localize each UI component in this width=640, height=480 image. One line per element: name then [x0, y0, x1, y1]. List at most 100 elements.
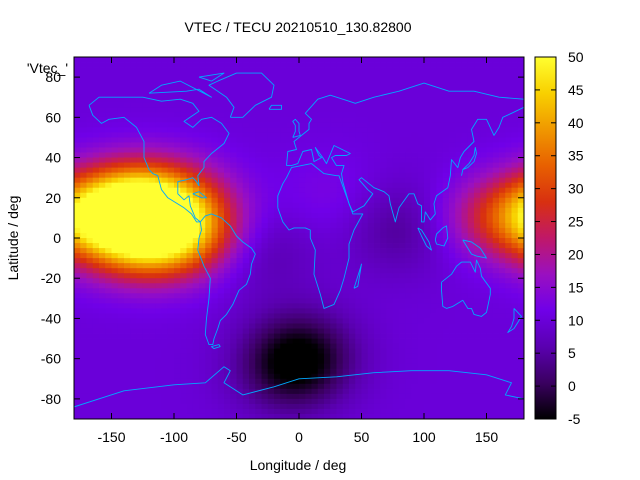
heatmap-cell [324, 313, 331, 319]
heatmap-cell [155, 92, 162, 98]
heatmap-cell [149, 323, 156, 329]
heatmap-cell [417, 413, 425, 419]
heatmap-cell [380, 298, 387, 304]
heatmap-cell [205, 328, 212, 334]
heatmap-cell [99, 293, 106, 299]
heatmap-cell [461, 177, 469, 184]
heatmap-cell [117, 238, 125, 244]
heatmap-cell [311, 77, 319, 83]
heatmap-cell [386, 333, 394, 339]
heatmap-cell [474, 167, 481, 174]
heatmap-cell [211, 232, 219, 239]
heatmap-cell [305, 192, 312, 199]
heatmap-cell [105, 127, 112, 133]
heatmap-cell [99, 177, 106, 184]
heatmap-cell [355, 112, 362, 118]
heatmap-cell [349, 77, 356, 83]
heatmap-cell [349, 283, 356, 289]
heatmap-cell [411, 197, 419, 204]
heatmap-cell [167, 197, 175, 204]
heatmap-cell [486, 227, 494, 234]
heatmap-cell [236, 112, 244, 118]
heatmap-cell [361, 62, 369, 68]
heatmap-cell [99, 303, 106, 309]
heatmap-cell [230, 243, 237, 249]
heatmap-cell [142, 258, 150, 264]
heatmap-cell [455, 338, 462, 344]
heatmap-cell [355, 62, 362, 68]
heatmap-cell [242, 102, 250, 108]
heatmap-cell [455, 323, 462, 329]
heatmap-cell [86, 192, 94, 199]
heatmap-cell [342, 172, 350, 179]
heatmap-cell [430, 378, 437, 385]
heatmap-cell [99, 207, 106, 214]
heatmap-cell [355, 187, 362, 194]
heatmap-cell [286, 232, 294, 239]
heatmap-cell [474, 263, 481, 269]
heatmap-cell [442, 172, 450, 179]
heatmap-cell [242, 227, 250, 234]
heatmap-cell [386, 117, 394, 123]
heatmap-cell [167, 172, 175, 179]
heatmap-cell [499, 398, 506, 405]
heatmap-cell [374, 82, 381, 88]
heatmap-cell [286, 147, 294, 153]
heatmap-cell [392, 182, 400, 189]
heatmap-cell [442, 77, 450, 83]
heatmap-cell [486, 147, 494, 153]
heatmap-cell [167, 333, 175, 339]
heatmap-cell [274, 117, 281, 123]
heatmap-cell [186, 107, 194, 113]
heatmap-cell [105, 403, 112, 410]
heatmap-cell [167, 222, 175, 229]
heatmap-cell [149, 167, 156, 174]
heatmap-cell [230, 313, 237, 319]
heatmap-cell [236, 192, 244, 199]
heatmap-cell [286, 278, 294, 284]
heatmap-cell [349, 62, 356, 68]
heatmap-cell [217, 348, 225, 355]
heatmap-cell [92, 127, 100, 133]
heatmap-cell [474, 268, 481, 274]
heatmap-cell [149, 102, 156, 108]
heatmap-cell [367, 82, 375, 88]
heatmap-cell [380, 162, 387, 169]
heatmap-cell [299, 388, 306, 395]
heatmap-cell [455, 227, 462, 234]
heatmap-cell [255, 338, 262, 344]
heatmap-cell [92, 152, 100, 158]
heatmap-cell [461, 363, 469, 370]
heatmap-cell [317, 368, 325, 375]
heatmap-cell [205, 172, 212, 179]
heatmap-cell [286, 388, 294, 395]
heatmap-cell [136, 152, 144, 158]
heatmap-cell [330, 308, 337, 314]
heatmap-cell [324, 77, 331, 83]
heatmap-cell [192, 413, 200, 419]
heatmap-cell [267, 77, 275, 83]
heatmap-cell [292, 67, 300, 73]
heatmap-cell [149, 222, 156, 229]
heatmap-cell [467, 122, 475, 128]
heatmap-cell [111, 107, 119, 113]
heatmap-cell [236, 92, 244, 98]
heatmap-cell [361, 122, 369, 128]
heatmap-cell [461, 217, 469, 224]
heatmap-cell [161, 308, 169, 314]
heatmap-cell [136, 383, 144, 390]
heatmap-cell [499, 72, 506, 78]
heatmap-cell [399, 338, 406, 344]
heatmap-cell [430, 278, 437, 284]
heatmap-cell [505, 157, 512, 163]
heatmap-cell [367, 147, 375, 153]
heatmap-cell [417, 373, 425, 380]
heatmap-cell [224, 308, 231, 314]
heatmap-cell [242, 177, 250, 184]
heatmap-cell [236, 303, 244, 309]
heatmap-cell [399, 82, 406, 88]
heatmap-cell [399, 192, 406, 199]
heatmap-cell [192, 82, 200, 88]
heatmap-cell [442, 197, 450, 204]
heatmap-cell [199, 177, 206, 184]
